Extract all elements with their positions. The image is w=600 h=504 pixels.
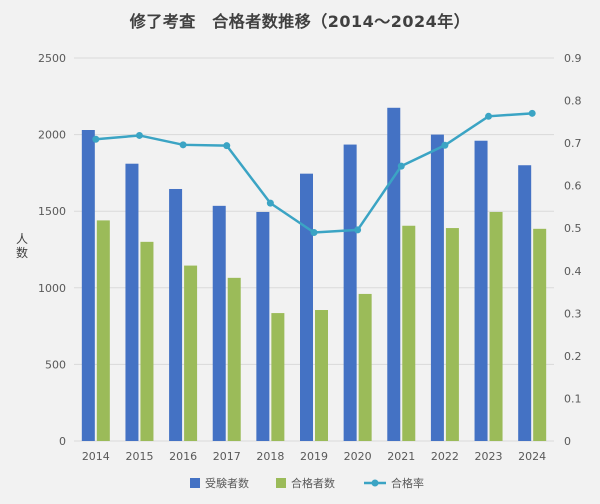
bar xyxy=(169,188,183,441)
bar xyxy=(402,225,416,441)
y2-tick-label: 0.5 xyxy=(564,222,582,235)
line-point xyxy=(485,112,493,120)
line-point xyxy=(397,162,405,170)
x-tick-label: 2016 xyxy=(169,450,197,463)
bar xyxy=(430,134,444,441)
legend-label: 受験者数 xyxy=(205,476,249,490)
y2-tick-label: 0.1 xyxy=(564,392,582,405)
x-tick-label: 2018 xyxy=(256,450,284,463)
bar xyxy=(489,211,503,441)
x-tick-label: 2023 xyxy=(475,450,503,463)
bar xyxy=(445,228,459,441)
legend-marker xyxy=(371,479,379,487)
y2-tick-label: 0.8 xyxy=(564,95,582,108)
x-tick-label: 2021 xyxy=(387,450,415,463)
x-tick-label: 2019 xyxy=(300,450,328,463)
bar xyxy=(300,173,313,441)
bar xyxy=(474,140,488,441)
bar xyxy=(315,310,328,441)
y-tick-label: 2000 xyxy=(38,129,66,142)
legend-label: 合格者数 xyxy=(291,476,335,490)
x-tick-label: 2014 xyxy=(82,450,110,463)
line-point xyxy=(354,226,362,234)
bar xyxy=(343,144,357,442)
x-tick-label: 2024 xyxy=(518,450,546,463)
legend-label: 合格率 xyxy=(391,476,424,490)
chart-title: 修了考査 合格者数推移（2014～2024年） xyxy=(129,12,471,31)
x-tick-label: 2022 xyxy=(431,450,459,463)
y-tick-label: 1500 xyxy=(38,205,66,218)
y2-tick-label: 0.9 xyxy=(564,52,582,65)
y-tick-label: 500 xyxy=(45,358,66,371)
line-point xyxy=(310,228,318,236)
bar xyxy=(387,107,401,441)
line-point xyxy=(179,141,187,149)
y2-tick-label: 0.7 xyxy=(564,137,582,150)
legend-swatch xyxy=(276,478,286,488)
bar xyxy=(184,265,198,441)
y-tick-label: 1000 xyxy=(38,282,66,295)
x-tick-label: 2017 xyxy=(213,450,241,463)
bar xyxy=(81,130,95,441)
bar xyxy=(140,241,154,441)
bar xyxy=(212,205,226,441)
series-line xyxy=(95,112,533,234)
bar xyxy=(227,277,241,441)
y2-tick-label: 0.2 xyxy=(564,350,582,363)
y-axis-label: 人数 xyxy=(15,232,28,260)
line-point xyxy=(528,109,536,117)
line-point xyxy=(441,141,449,149)
x-tick-label: 2015 xyxy=(125,450,153,463)
y-tick-label: 0 xyxy=(59,435,66,448)
y2-tick-label: 0 xyxy=(564,435,571,448)
bar xyxy=(533,228,547,441)
bar xyxy=(358,293,372,441)
bar xyxy=(96,220,110,441)
bar xyxy=(518,165,532,442)
line-point xyxy=(92,135,100,143)
bar xyxy=(256,211,270,441)
legend-swatch xyxy=(190,478,200,488)
line-point xyxy=(223,142,231,150)
y2-tick-label: 0.3 xyxy=(564,307,582,320)
y-tick-label: 2500 xyxy=(38,52,66,65)
bar xyxy=(271,313,285,441)
line-point xyxy=(135,131,143,139)
line-point xyxy=(266,199,274,207)
y2-tick-label: 0.6 xyxy=(564,180,582,193)
y2-tick-label: 0.4 xyxy=(564,265,582,278)
bar xyxy=(125,163,139,441)
x-tick-label: 2020 xyxy=(344,450,372,463)
